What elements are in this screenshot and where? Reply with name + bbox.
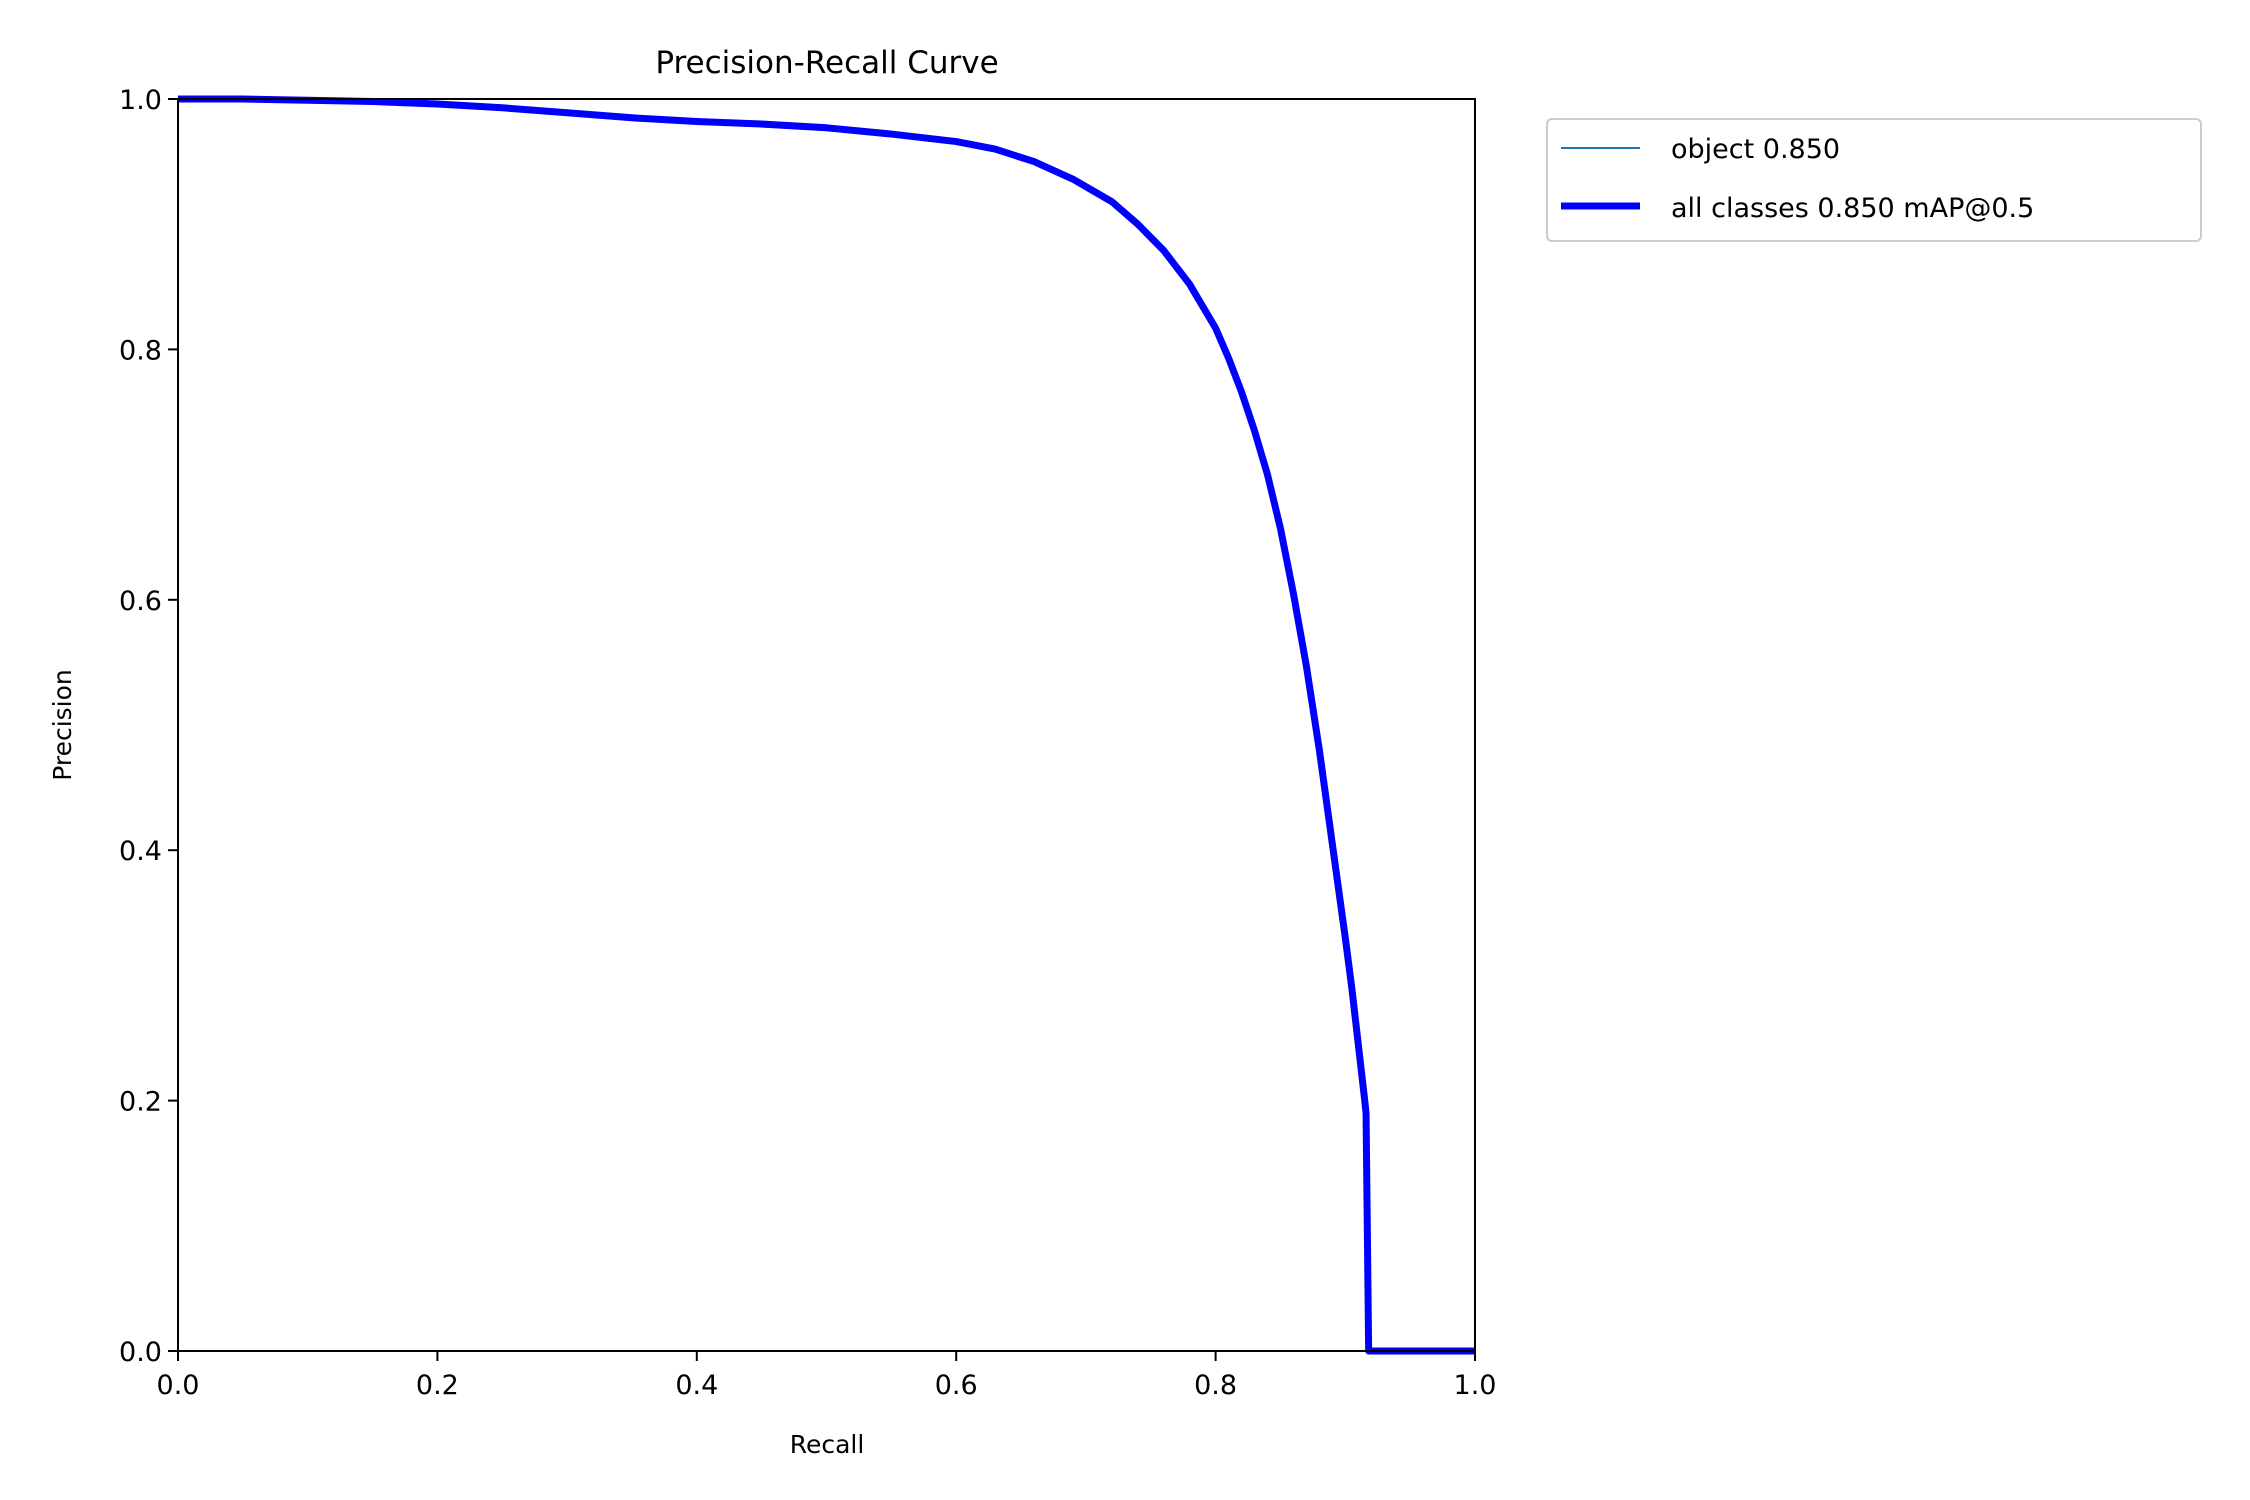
x-axis-label: Recall [790,1430,865,1459]
plot-area-frame [177,98,1476,1352]
legend-label-object: object 0.850 [1671,134,1840,165]
y-tick-label: 0.8 [119,335,162,366]
chart-title: Precision-Recall Curve [655,45,998,81]
y-tick-label: 0.4 [119,836,162,867]
legend: object 0.850 all classes 0.850 mAP@0.5 [1546,118,2202,242]
legend-frame [1546,118,2202,242]
x-tick-label: 0.2 [416,1370,459,1401]
series-layer [178,95,1475,1355]
y-tick-label: 0.2 [119,1087,162,1118]
y-tick-label: 0.0 [119,1337,162,1368]
x-tick-label: 1.0 [1454,1370,1497,1401]
axis-layer: 0.0 0.2 0.4 0.6 0.8 1.0 0.0 0.2 0.4 0.6 0.8 1.0 [119,85,1496,1401]
x-tick-label: 0.6 [935,1370,978,1401]
y-axis-label: Precision [48,669,77,781]
legend-label-all-classes: all classes 0.850 mAP@0.5 [1671,193,2034,224]
x-tick-label: 0.4 [675,1370,718,1401]
x-tick-label: 0.8 [1194,1370,1237,1401]
series-line-all-classes [178,95,1475,1355]
y-tick-label: 0.6 [119,586,162,617]
y-tick-label: 1.0 [119,85,162,116]
x-tick-label: 0.0 [157,1370,200,1401]
